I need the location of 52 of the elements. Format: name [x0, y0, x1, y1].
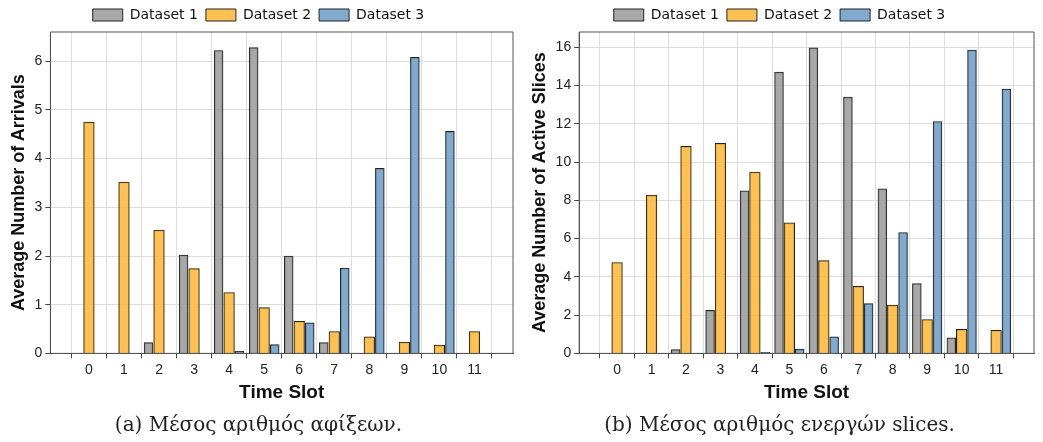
x-tick-label: 3 [716, 360, 725, 377]
y-tick-label: 5 [34, 100, 43, 117]
x-axis-title: Time Slot [764, 380, 850, 402]
legend-label: Dataset 2 [763, 5, 833, 22]
x-tick-label: 8 [365, 360, 374, 377]
x-tick-label: 6 [819, 360, 828, 377]
x-tick-label: 11 [988, 360, 1004, 377]
x-tick-label: 8 [888, 360, 897, 377]
y-tick-label: 2 [34, 246, 43, 263]
y-tick-label: 6 [34, 52, 43, 69]
y-axis-title: Average Number of Active Slices [528, 52, 549, 334]
x-tick-label: 2 [682, 360, 691, 377]
text: (b) Μέσος αριθμός ενεργών slices. [604, 412, 955, 437]
y-tick-label: 8 [563, 191, 572, 208]
y-tick-label: 16 [555, 38, 572, 55]
y-tick-label: 0 [34, 344, 43, 361]
legend-label: Dataset 1 [129, 5, 198, 22]
y-tick-label: 3 [34, 198, 43, 215]
x-tick-label: 5 [785, 360, 794, 377]
x-tick-label: 4 [751, 360, 759, 377]
x-tick-label: 6 [295, 360, 304, 377]
y-tick-label: 1 [34, 295, 43, 312]
y-axis-title: Average Number of Arrivals [7, 74, 28, 312]
y-tick-label: 0 [563, 344, 572, 361]
y-tick-label: 6 [563, 229, 572, 246]
y-tick-label: 14 [555, 76, 572, 93]
legend-label: Dataset 2 [242, 5, 312, 22]
x-tick-label: 4 [225, 360, 234, 377]
y-tick-label: 4 [563, 267, 572, 284]
x-tick-label: 7 [330, 360, 339, 377]
legend-label: Dataset 3 [356, 5, 425, 22]
y-tick-label: 4 [34, 149, 43, 166]
y-tick-label: 12 [555, 114, 572, 131]
y-tick-label: 10 [555, 152, 572, 169]
y-tick-label: 2 [563, 306, 572, 322]
x-axis-title: Time Slot [239, 380, 325, 402]
legend-label: Dataset 1 [650, 5, 719, 22]
x-tick-label: 1 [120, 360, 129, 377]
x-tick-label: 3 [190, 360, 199, 377]
text: (a) Μέσος αριθμός αφίξεων. [114, 412, 403, 437]
x-tick-label: 11 [467, 360, 482, 377]
x-tick-label: 0 [613, 360, 622, 377]
x-tick-label: 9 [400, 360, 409, 377]
x-tick-label: 10 [953, 360, 970, 377]
x-tick-label: 1 [647, 360, 656, 377]
x-tick-label: 9 [923, 360, 932, 377]
x-tick-label: 7 [854, 360, 863, 377]
x-tick-label: 5 [260, 360, 269, 377]
x-tick-label: 0 [85, 360, 94, 377]
legend-label: Dataset 3 [877, 5, 946, 22]
x-tick-label: 2 [155, 360, 164, 377]
x-tick-label: 10 [431, 360, 448, 377]
